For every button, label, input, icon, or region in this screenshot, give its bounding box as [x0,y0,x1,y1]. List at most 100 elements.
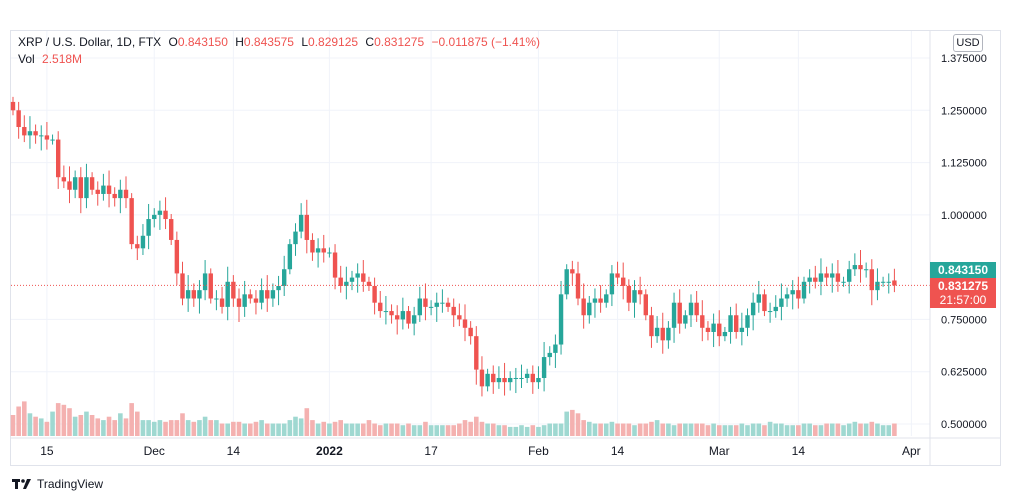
candle-body [813,277,818,282]
candle-body [428,306,434,308]
volume-bar [671,425,677,436]
volume-bar [530,425,536,436]
volume-bar [61,404,67,436]
brand-footer[interactable]: TradingView [12,475,103,493]
volume-bar [615,423,620,436]
candle-body [378,302,383,312]
volume-bar [626,423,632,436]
candle-body [502,377,507,383]
candle-body [886,281,891,283]
candle-body [796,290,801,299]
candle-body [135,244,140,249]
volume-bar [858,423,863,436]
candle-body [208,273,213,299]
y-axis[interactable]: 1.375000 1.250000 1.125000 1.000000 0.750000… [929,31,987,466]
volume-bar [248,423,253,436]
volume-bar [423,421,428,436]
volume-bar [146,420,151,436]
candle-body [462,319,468,328]
candle-body [355,273,360,278]
candle-body [468,327,473,337]
volume-bar [231,421,236,436]
volume-bar [875,423,880,436]
low-label: L [301,35,309,49]
candle-body [880,281,886,283]
candle-body [16,110,21,128]
volume-bar [728,425,733,436]
chart-frame[interactable] [10,30,1001,466]
x-axis[interactable]: 15 Dec 14 2022 17 Feb 14 Mar 14 Apr [11,437,1001,458]
volume-bar [106,416,112,436]
volume-bar [332,421,338,436]
volume-bar [445,425,451,436]
candle-body [728,315,733,332]
candle-body [72,177,78,190]
candle-body [688,302,694,316]
volume-bar [829,423,835,436]
symbol-title[interactable]: XRP / U.S. Dollar, 1D, FTX [18,35,162,49]
volume-bar [151,421,157,436]
volume-bar [394,423,400,436]
candle-body [423,298,428,307]
high-label: H [235,35,244,49]
volume-bar [490,423,496,436]
candle-body [739,327,745,332]
candle-body [841,281,846,283]
candle-body [169,219,174,240]
volume-bar [683,423,688,436]
candle-body [779,298,784,307]
volume-bars [10,401,897,436]
candle-body [847,269,852,282]
volume-bar [507,426,513,436]
volume-bar [801,423,807,436]
y-tick-label: 1.250000 [941,105,987,117]
volume-bar [863,423,869,436]
volume-bar [541,425,547,436]
currency-button[interactable]: USD [953,34,983,52]
x-tick-label: 14 [792,444,806,458]
x-tick-label: Apr [902,444,921,458]
candle-body [863,269,869,271]
candle-body [592,298,598,303]
candle-body [790,290,795,295]
volume-label[interactable]: Vol [18,52,35,66]
candle-body [717,323,722,337]
candle-body [694,302,699,316]
candle-body [265,290,270,299]
volume-bar [219,423,225,436]
volume-bar [281,423,287,436]
volume-bar [287,420,293,436]
volume-bar [592,423,598,436]
candle-body [513,377,519,379]
volume-bar [377,425,383,436]
close-value: 0.831275 [374,35,425,49]
x-tick-label: 14 [227,444,241,458]
volume-bar [174,420,180,436]
candle-body [349,277,355,282]
volume-bar [869,421,875,436]
volume-bar [750,423,756,436]
candle-body [643,294,648,316]
volume-bar [202,416,208,436]
candle-body [321,248,326,253]
volume-bar [259,420,264,436]
volume-bar [89,415,95,436]
candle-body [298,214,304,232]
volume-bar [519,425,524,436]
volume-bar [327,423,332,436]
volume-bar [649,421,654,436]
volume-bar [700,423,705,436]
candle-body [411,315,417,324]
candle-body [700,315,705,328]
volume-bar [276,423,281,436]
volume-bar [773,423,779,436]
candle-body [530,373,535,383]
volume-bar [349,423,355,436]
candle-body [587,302,592,316]
x-tick-label: Dec [144,444,165,458]
volume-bar [824,423,829,436]
volume-bar [666,423,671,436]
candle-body [106,185,112,194]
candle-body [496,377,502,383]
